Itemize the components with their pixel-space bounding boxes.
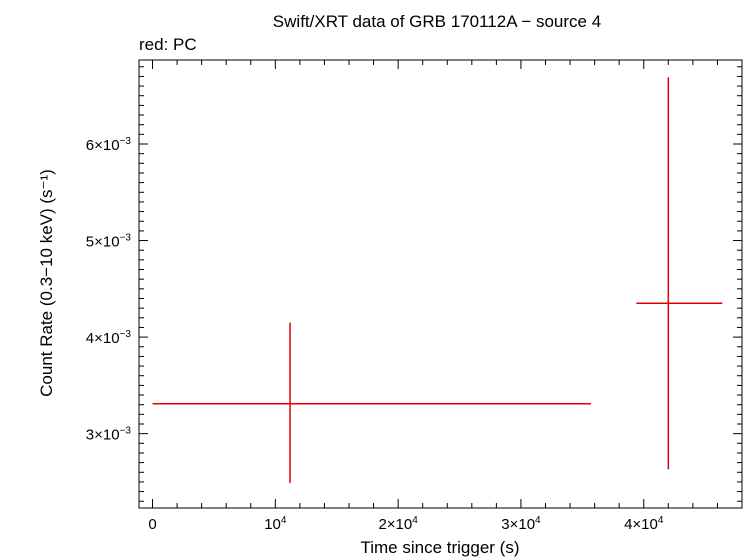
data-points (152, 77, 723, 483)
x-axis-label: Time since trigger (s) (360, 538, 519, 557)
data-point (152, 322, 591, 483)
data-point (636, 77, 723, 470)
y-tick-label: 5×10−3 (86, 233, 132, 251)
y-tick-label: 3×10−3 (86, 426, 132, 444)
x-tick-label: 3×104 (501, 515, 541, 533)
x-tick-labels: 0 104 2×104 3×104 4×104 (148, 515, 664, 533)
y-tick-label: 6×10−3 (86, 136, 132, 154)
x-tick-label: 4×104 (624, 515, 664, 533)
x-tick-label: 2×104 (378, 515, 418, 533)
chart-title: Swift/XRT data of GRB 170112A − source 4 (273, 12, 601, 31)
axis-ticks (139, 60, 743, 508)
y-axis-label: Count Rate (0.3−10 keV) (s⁻¹) (37, 169, 56, 397)
y-tick-labels: 3×10−3 4×10−3 5×10−3 6×10−3 (86, 136, 132, 444)
plot-frame (138, 59, 743, 509)
x-tick-label: 0 (148, 516, 156, 533)
y-tick-label: 4×10−3 (86, 329, 132, 347)
chart-subtitle: red: PC (139, 35, 197, 54)
x-tick-label: 104 (264, 515, 287, 533)
